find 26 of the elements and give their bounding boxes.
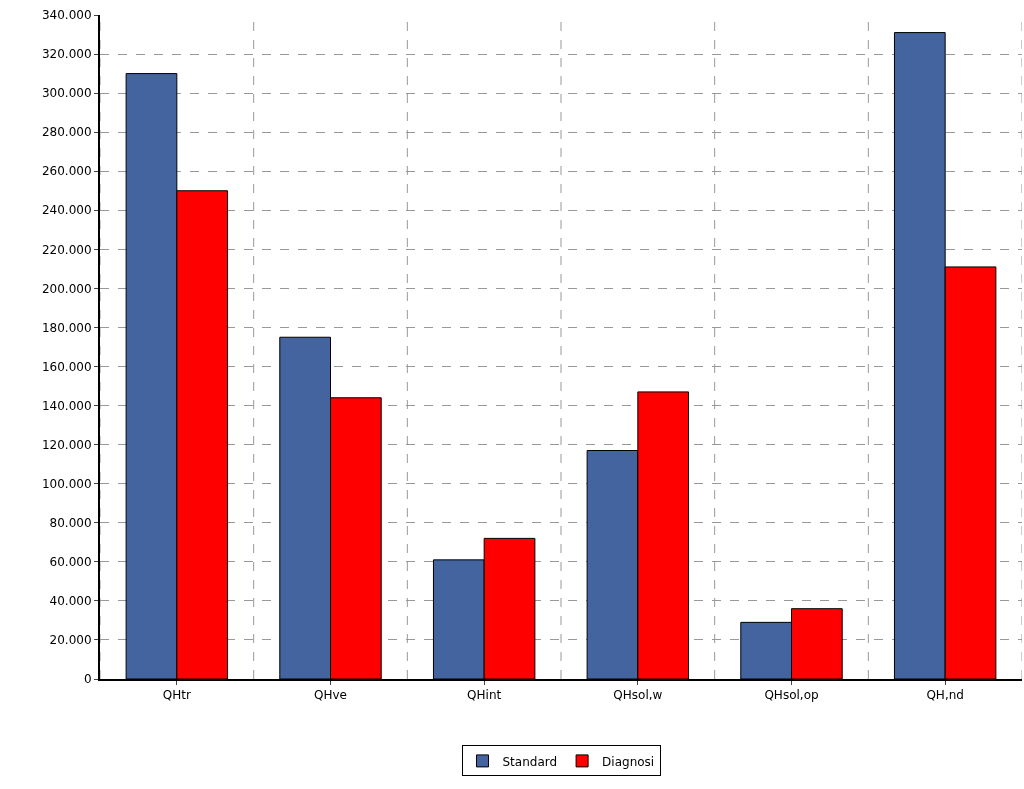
y-tick-label: 80.000 xyxy=(49,515,92,530)
y-tick-label: 20.000 xyxy=(49,633,92,648)
y-tick-label: 200.000 xyxy=(41,281,92,296)
y-tick-label: 240.000 xyxy=(41,203,92,218)
y-tick-label: 340.000 xyxy=(41,8,92,23)
x-tick-label: QHsol,op xyxy=(764,688,819,703)
y-tick-label: 280.000 xyxy=(41,125,92,140)
y-tick-label: 260.000 xyxy=(41,164,92,179)
y-tick-label: 60.000 xyxy=(49,555,92,570)
y-tick-label: 300.000 xyxy=(41,86,92,101)
y-tick-label: 0 xyxy=(83,672,92,687)
y-tick-label: 40.000 xyxy=(49,594,92,609)
x-tick-label: QHve xyxy=(314,688,347,703)
y-tick-label: 160.000 xyxy=(41,359,92,374)
y-tick-label: 220.000 xyxy=(41,242,92,257)
legend-label: Diagnosi xyxy=(602,754,655,769)
x-tick-label: QHint xyxy=(467,688,502,703)
y-tick-label: 100.000 xyxy=(41,476,92,491)
y-tick-label: 140.000 xyxy=(41,398,92,413)
y-tick-label: 180.000 xyxy=(41,320,92,335)
x-tick-label: QHsol,w xyxy=(613,688,663,703)
legend-label: Standard xyxy=(502,754,558,769)
x-tick-label: QH,nd xyxy=(926,688,964,703)
y-tick-label: 120.000 xyxy=(41,437,92,452)
x-tick-label: QHtr xyxy=(162,688,191,703)
y-tick-label: 320.000 xyxy=(41,47,92,62)
